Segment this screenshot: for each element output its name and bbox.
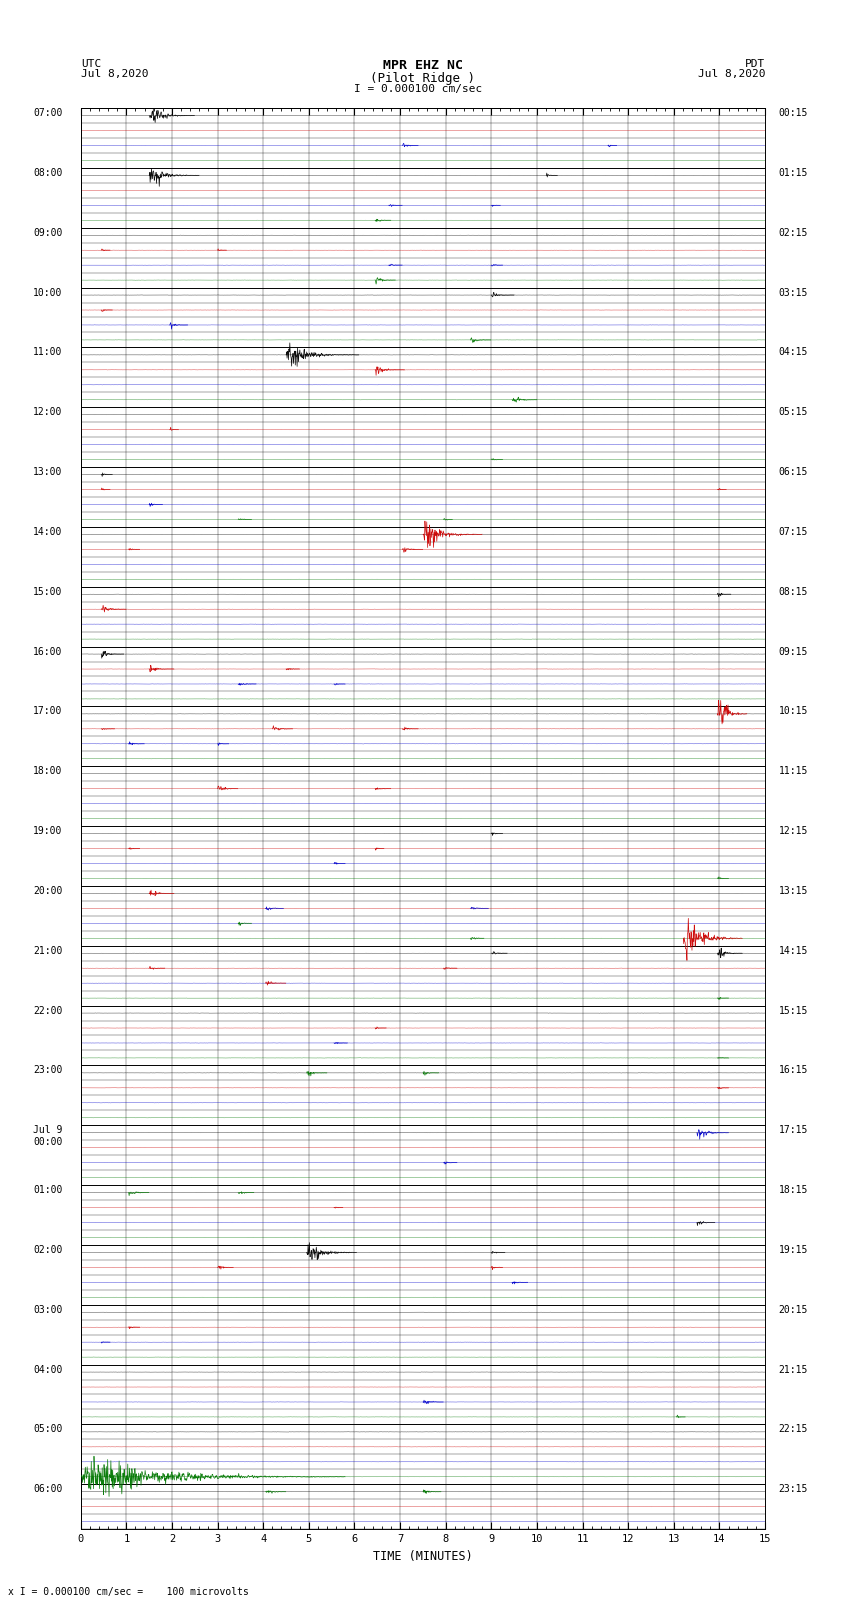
Text: 16:15: 16:15 [779,1066,808,1076]
Text: 11:00: 11:00 [33,347,63,358]
Text: 13:00: 13:00 [33,468,63,477]
Text: 05:15: 05:15 [779,406,808,418]
Text: PDT: PDT [745,60,765,69]
Text: 12:00: 12:00 [33,406,63,418]
Text: 22:15: 22:15 [779,1424,808,1434]
Text: 10:15: 10:15 [779,706,808,716]
Text: 00:15: 00:15 [779,108,808,118]
Text: 20:00: 20:00 [33,886,63,895]
Text: 01:15: 01:15 [779,168,808,177]
Text: 09:15: 09:15 [779,647,808,656]
Text: 10:00: 10:00 [33,287,63,297]
Text: UTC: UTC [81,60,101,69]
Text: 07:15: 07:15 [779,527,808,537]
Text: Jul 8,2020: Jul 8,2020 [698,69,765,79]
Text: 02:15: 02:15 [779,227,808,237]
Text: 02:00: 02:00 [33,1245,63,1255]
Text: 07:00: 07:00 [33,108,63,118]
Text: 19:15: 19:15 [779,1245,808,1255]
Text: 12:15: 12:15 [779,826,808,836]
Text: 08:15: 08:15 [779,587,808,597]
Text: 15:15: 15:15 [779,1005,808,1016]
Text: 11:15: 11:15 [779,766,808,776]
Text: MPR EHZ NC: MPR EHZ NC [382,58,463,71]
Text: 01:00: 01:00 [33,1186,63,1195]
Text: 05:00: 05:00 [33,1424,63,1434]
Text: 06:00: 06:00 [33,1484,63,1494]
Text: 21:15: 21:15 [779,1365,808,1374]
Text: 23:00: 23:00 [33,1066,63,1076]
Text: (Pilot Ridge ): (Pilot Ridge ) [371,71,475,84]
Text: 21:00: 21:00 [33,945,63,957]
Text: 03:15: 03:15 [779,287,808,297]
Text: 18:00: 18:00 [33,766,63,776]
Text: 08:00: 08:00 [33,168,63,177]
Text: 14:00: 14:00 [33,527,63,537]
Text: 14:15: 14:15 [779,945,808,957]
Text: 04:15: 04:15 [779,347,808,358]
Text: 09:00: 09:00 [33,227,63,237]
Text: 03:00: 03:00 [33,1305,63,1315]
Text: 22:00: 22:00 [33,1005,63,1016]
Text: Jul 9
00:00: Jul 9 00:00 [33,1126,63,1147]
Text: 18:15: 18:15 [779,1186,808,1195]
Text: I = 0.000100 cm/sec: I = 0.000100 cm/sec [354,84,483,94]
Text: 17:15: 17:15 [779,1126,808,1136]
Text: 16:00: 16:00 [33,647,63,656]
Text: x I = 0.000100 cm/sec =    100 microvolts: x I = 0.000100 cm/sec = 100 microvolts [8,1587,249,1597]
Text: 04:00: 04:00 [33,1365,63,1374]
Text: 19:00: 19:00 [33,826,63,836]
Text: 17:00: 17:00 [33,706,63,716]
Text: 20:15: 20:15 [779,1305,808,1315]
Text: 06:15: 06:15 [779,468,808,477]
X-axis label: TIME (MINUTES): TIME (MINUTES) [373,1550,473,1563]
Text: 23:15: 23:15 [779,1484,808,1494]
Text: Jul 8,2020: Jul 8,2020 [81,69,148,79]
Text: 13:15: 13:15 [779,886,808,895]
Text: 15:00: 15:00 [33,587,63,597]
